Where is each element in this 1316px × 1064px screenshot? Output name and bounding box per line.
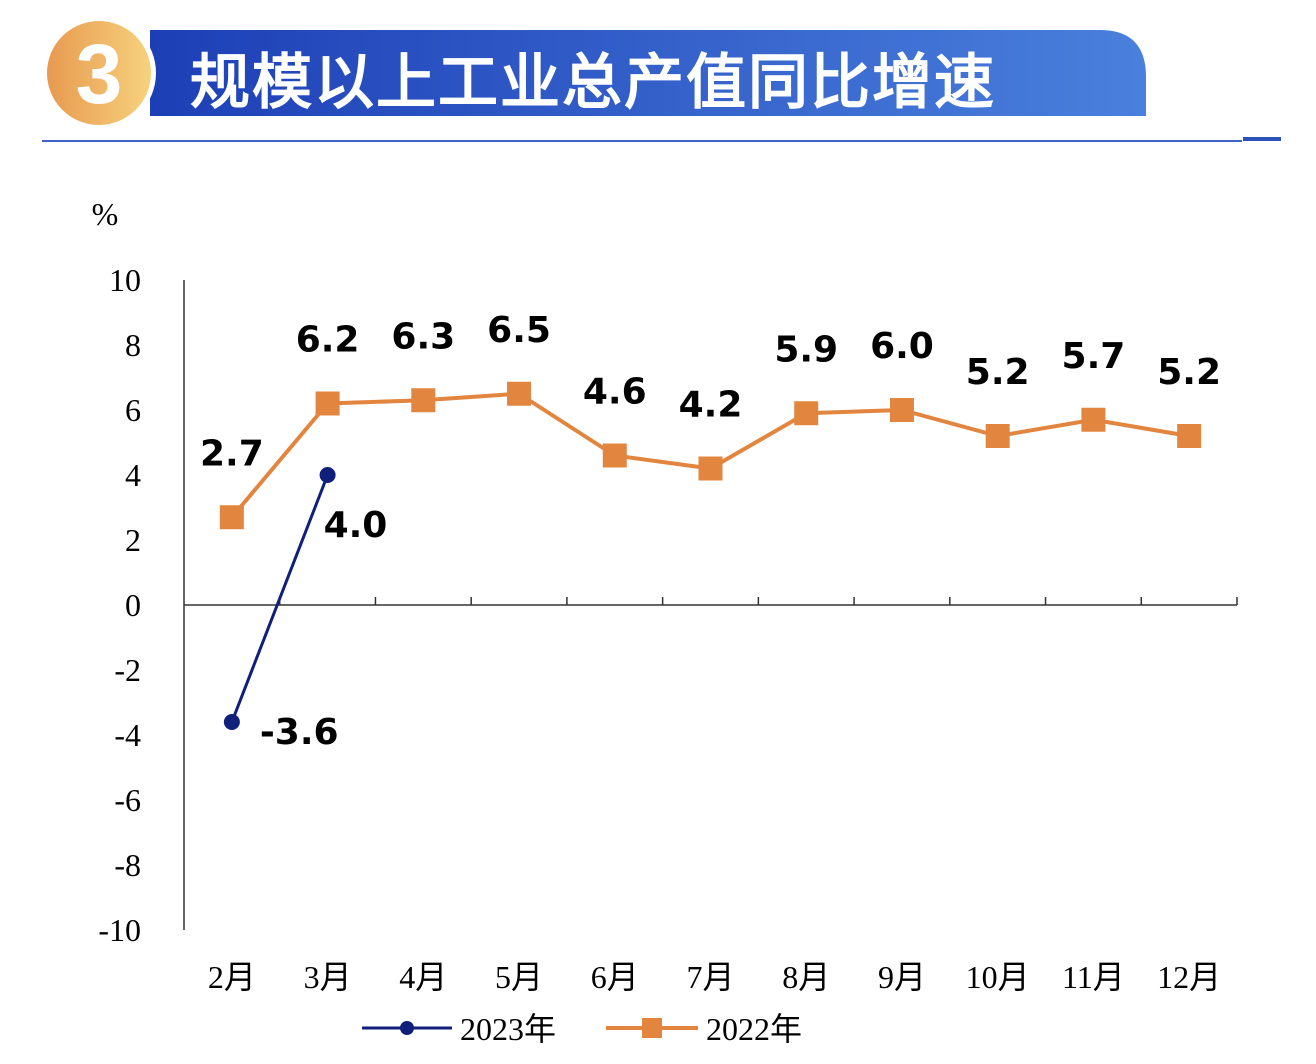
data-label-2022: 5.9 bbox=[774, 329, 838, 370]
data-label-2022: 4.2 bbox=[679, 385, 743, 426]
header-banner bbox=[42, 16, 1281, 142]
y-tick-label: 2 bbox=[125, 522, 141, 558]
series-2023-line bbox=[230, 474, 329, 723]
legend-label-2023: 2023年 bbox=[460, 1011, 556, 1047]
y-tick-label: 4 bbox=[125, 457, 141, 493]
series-2022-point bbox=[1081, 407, 1106, 432]
y-axis-unit: % bbox=[92, 196, 119, 232]
y-tick-label: -8 bbox=[114, 847, 141, 883]
series-2022-point bbox=[507, 381, 532, 406]
series-2023-point bbox=[319, 467, 336, 483]
x-tick-label: 10月 bbox=[966, 959, 1030, 995]
y-tick-label: 8 bbox=[125, 327, 141, 363]
series-2022-point bbox=[411, 388, 436, 413]
data-label-2022: 6.2 bbox=[296, 320, 360, 361]
data-label-2022: 6.3 bbox=[391, 316, 455, 357]
series-2023-point bbox=[223, 714, 240, 730]
y-tick-label: 6 bbox=[125, 392, 141, 428]
x-tick-label: 2月 bbox=[208, 959, 256, 995]
x-tick-label: 12月 bbox=[1157, 959, 1221, 995]
series-2022-point bbox=[889, 398, 914, 422]
x-tick-label: 5月 bbox=[495, 959, 543, 995]
y-tick-label: -10 bbox=[98, 912, 141, 948]
data-label-2022: 2.7 bbox=[200, 433, 264, 474]
y-tick-label: 0 bbox=[125, 587, 141, 623]
x-tick-label: 8月 bbox=[782, 959, 830, 995]
data-label-2022: 5.2 bbox=[1157, 352, 1221, 393]
series-2022-point bbox=[1177, 424, 1202, 448]
data-label-2023: 4.0 bbox=[324, 505, 388, 546]
section-header: 3 规模以上工业总产值同比增速 bbox=[0, 0, 1316, 150]
series-2022-point bbox=[315, 391, 340, 416]
legend: 2023年 2022年 bbox=[362, 1011, 802, 1047]
data-label-2023: -3.6 bbox=[260, 712, 339, 753]
y-tick-label: -4 bbox=[114, 717, 141, 753]
series-2022-point bbox=[794, 401, 819, 426]
x-tick-label: 3月 bbox=[304, 959, 352, 995]
series-2022-point bbox=[602, 443, 627, 468]
y-tick-label: 10 bbox=[109, 262, 141, 298]
data-label-2022: 6.5 bbox=[487, 310, 551, 351]
data-label-2022: 4.6 bbox=[583, 372, 647, 413]
section-number: 3 bbox=[75, 27, 123, 121]
section-title: 规模以上工业总产值同比增速 bbox=[190, 48, 996, 118]
data-label-2022: 5.7 bbox=[1062, 336, 1126, 377]
series-2022-point bbox=[985, 424, 1010, 448]
data-label-2022: 5.2 bbox=[966, 352, 1030, 393]
y-tick-label: -2 bbox=[114, 652, 141, 688]
series-2022-point bbox=[698, 456, 723, 481]
legend-marker-2023 bbox=[400, 1021, 414, 1035]
x-tick-label: 6月 bbox=[591, 959, 639, 995]
x-tick-label: 9月 bbox=[878, 959, 926, 995]
legend-marker-2022 bbox=[642, 1018, 662, 1038]
legend-label-2022: 2022年 bbox=[706, 1011, 802, 1047]
x-tick-label: 4月 bbox=[399, 959, 447, 995]
y-tick-label: -6 bbox=[114, 782, 141, 818]
x-tick-label: 7月 bbox=[686, 959, 734, 995]
data-label-2022: 6.0 bbox=[870, 326, 934, 367]
x-tick-label: 11月 bbox=[1062, 959, 1125, 995]
series-2022-point bbox=[219, 505, 244, 530]
